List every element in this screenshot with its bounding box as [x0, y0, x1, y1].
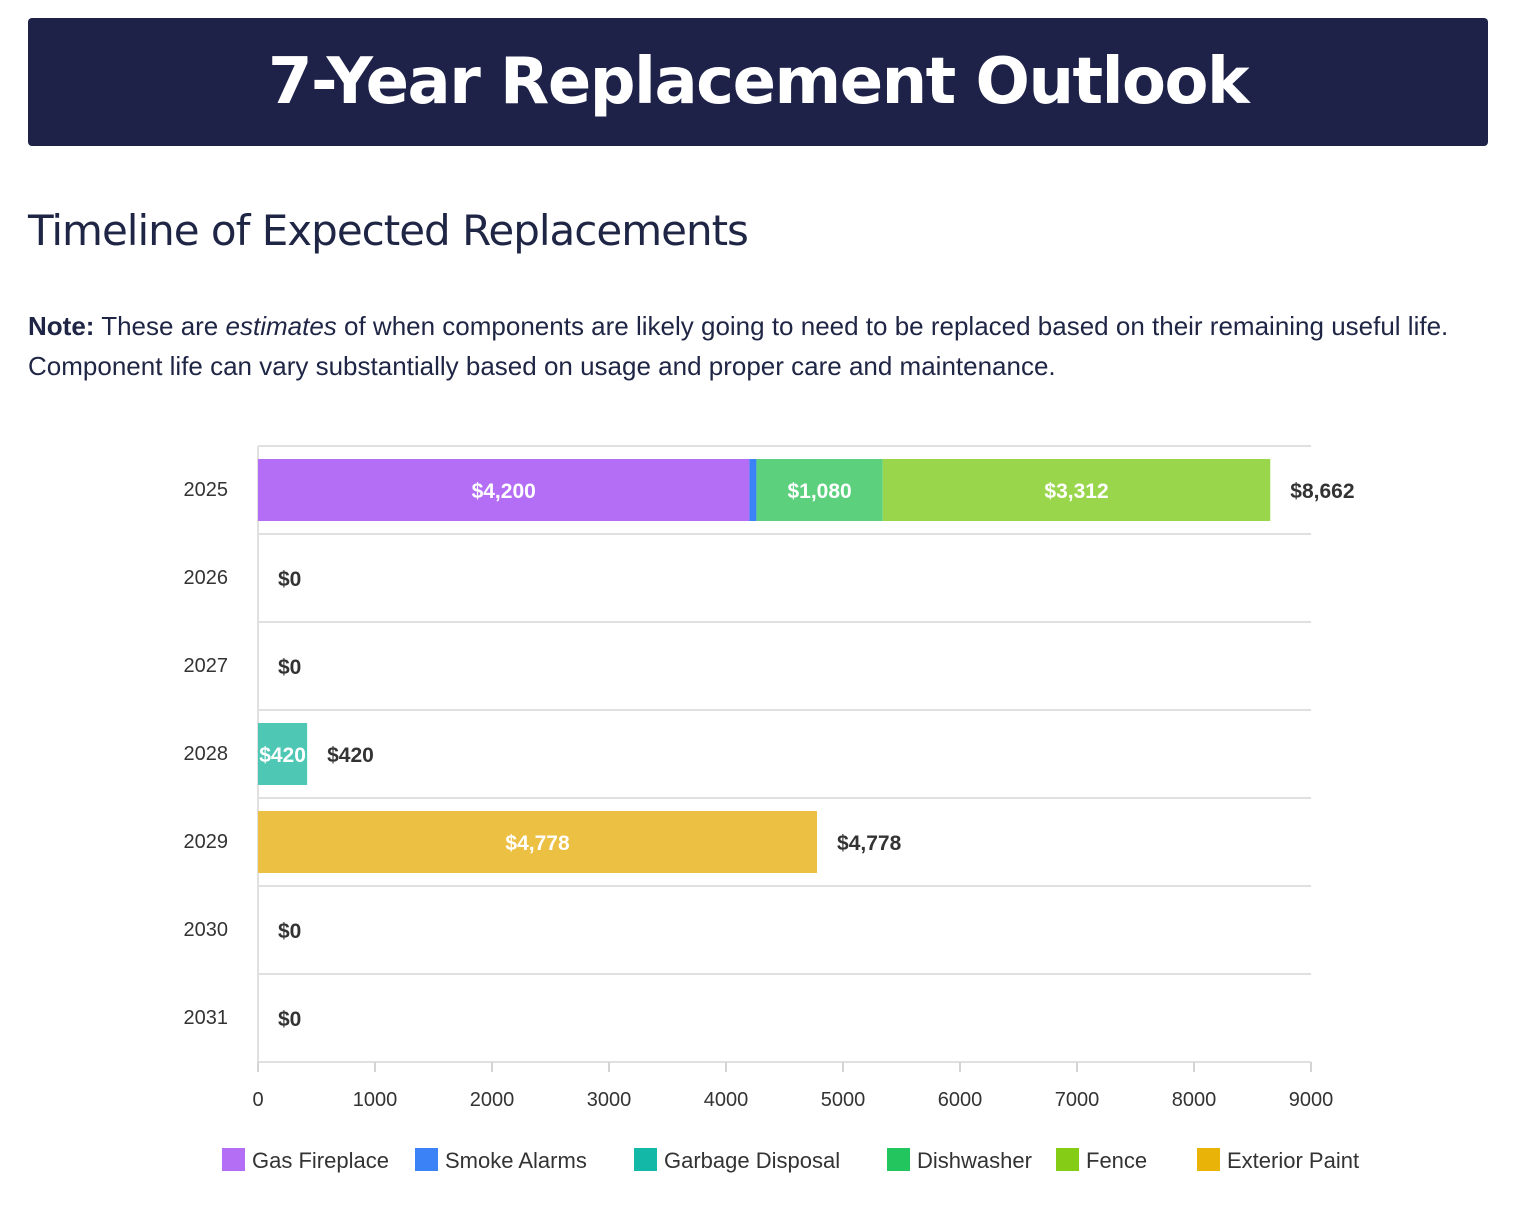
bar-total-label: $0 [278, 920, 301, 943]
section-title: Timeline of Expected Replacements [28, 206, 749, 255]
note-label: Note: [28, 311, 95, 341]
bar-value-label: $420 [259, 744, 306, 767]
bar-total-label: $8,662 [1290, 480, 1354, 503]
bar-segment [258, 811, 818, 873]
note-emphasis: estimates [225, 311, 337, 341]
bar-segment [882, 459, 1271, 521]
bar-segment [749, 459, 757, 521]
y-tick-label: 2026 [184, 567, 229, 589]
legend-swatch [222, 1148, 245, 1171]
x-tick-label: 3000 [587, 1089, 632, 1111]
legend-swatch [415, 1148, 438, 1171]
bar-value-label: $4,778 [505, 832, 570, 855]
x-tick-label: 7000 [1055, 1089, 1100, 1111]
bar-segment [756, 459, 883, 521]
y-tick-label: 2031 [184, 1007, 229, 1029]
bar-segment [258, 723, 308, 785]
bar-value-label: $4,200 [472, 480, 536, 503]
bar-value-label: $1,080 [787, 480, 851, 503]
replacement-timeline-chart: 0 1000 2000 3000 4000 5000 6000 7000 8000 9000 202… [184, 445, 1359, 1173]
note-text-after: of when components are likely going to n… [28, 311, 1449, 381]
note-paragraph: Note: These are estimates of when compon… [28, 306, 1488, 386]
bar-total-label: $4,778 [837, 832, 902, 855]
note-text-before: These are [101, 311, 219, 341]
y-tick-label: 2028 [184, 743, 229, 765]
page-title: 7-Year Replacement Outlook [267, 45, 1250, 119]
x-tick-label: 8000 [1172, 1089, 1217, 1111]
bar-total-label: $0 [278, 656, 301, 679]
x-tick-label: 1000 [353, 1089, 398, 1111]
legend-label: Exterior Paint [1227, 1148, 1359, 1173]
bar-value-label: $3,312 [1044, 480, 1108, 503]
legend-swatch [1197, 1148, 1220, 1171]
bar-total-label: $0 [278, 568, 301, 591]
legend-swatch [634, 1148, 657, 1171]
x-tick-label: 0 [252, 1089, 263, 1111]
x-tick-label: 9000 [1289, 1089, 1334, 1111]
y-tick-label: 2029 [184, 831, 229, 853]
x-tick-label: 6000 [938, 1089, 983, 1111]
legend-label: Gas Fireplace [252, 1148, 389, 1173]
y-tick-label: 2027 [184, 655, 229, 677]
y-tick-label: 2030 [184, 919, 229, 941]
bar-total-label: $420 [327, 744, 374, 767]
y-tick-label: 2025 [184, 479, 229, 501]
title-banner: 7-Year Replacement Outlook [28, 18, 1488, 146]
legend-label: Garbage Disposal [664, 1148, 840, 1173]
bar-segment [258, 459, 750, 521]
x-tick-label: 2000 [470, 1089, 515, 1111]
x-tick-label: 5000 [821, 1089, 866, 1111]
bar-total-label: $0 [278, 1008, 301, 1031]
legend-label: Smoke Alarms [445, 1148, 587, 1173]
legend-swatch [1056, 1148, 1079, 1171]
legend-swatch [887, 1148, 910, 1171]
x-tick-label: 4000 [704, 1089, 749, 1111]
legend-label: Dishwasher [917, 1148, 1032, 1173]
legend-label: Fence [1086, 1148, 1147, 1173]
